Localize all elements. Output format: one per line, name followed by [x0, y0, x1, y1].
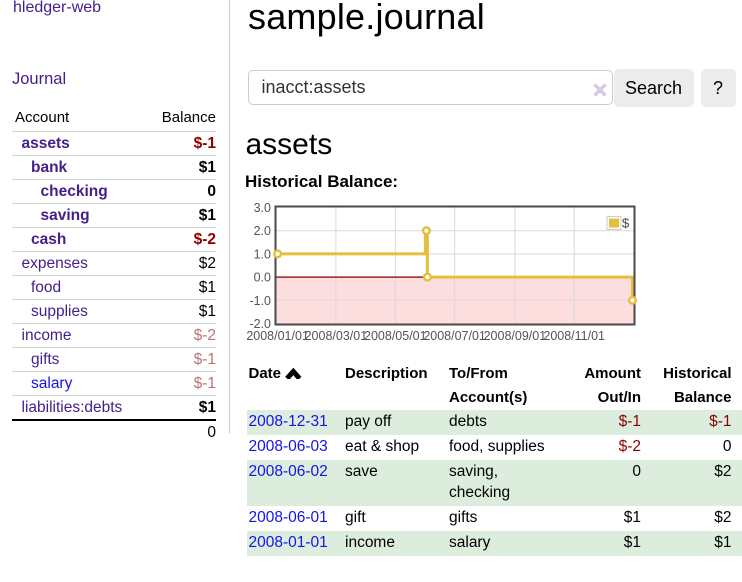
svg-text:2008/03/01: 2008/03/01 — [305, 329, 368, 343]
svg-text:0.0: 0.0 — [254, 271, 271, 285]
svg-text:2.0: 2.0 — [254, 224, 271, 238]
svg-text:2008/07/01: 2008/07/01 — [423, 329, 486, 343]
svg-text:$: $ — [622, 216, 630, 231]
svg-text:-1.0: -1.0 — [249, 294, 271, 308]
svg-text:3.0: 3.0 — [254, 201, 271, 215]
svg-text:2008/05/01: 2008/05/01 — [364, 329, 427, 343]
svg-text:2008/11/01: 2008/11/01 — [543, 329, 605, 343]
svg-text:2008/01/01: 2008/01/01 — [246, 329, 309, 343]
svg-text:1.0: 1.0 — [254, 247, 271, 261]
svg-text:-2.0: -2.0 — [249, 317, 271, 331]
svg-text:2008/09/01: 2008/09/01 — [484, 329, 547, 343]
